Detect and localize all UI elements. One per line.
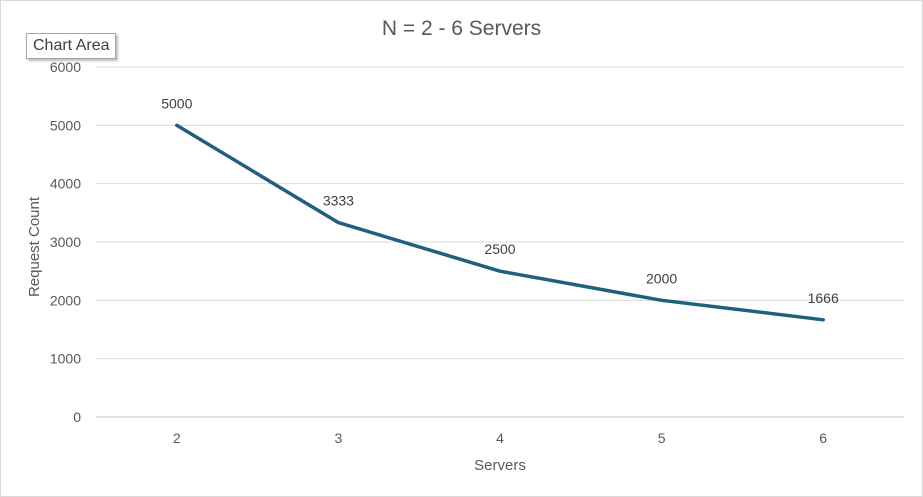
y-tick-label: 3000 <box>50 234 81 250</box>
data-label: 2500 <box>484 241 515 257</box>
y-tick-label: 0 <box>73 409 81 425</box>
y-tick-label: 6000 <box>50 59 81 75</box>
data-label: 1666 <box>808 290 839 306</box>
y-tick-label: 2000 <box>50 292 81 308</box>
data-label: 3333 <box>323 193 354 209</box>
y-tick-label: 5000 <box>50 117 81 133</box>
x-tick-label: 5 <box>658 430 666 446</box>
x-tick-label: 4 <box>496 430 504 446</box>
gridlines <box>96 66 904 418</box>
x-tick-label: 6 <box>819 430 827 446</box>
y-tick-label: 4000 <box>50 176 81 192</box>
chart-area-tooltip: Chart Area <box>26 33 117 59</box>
data-label: 2000 <box>646 270 677 286</box>
series-line[interactable] <box>175 123 825 322</box>
x-axis-title: Servers <box>474 457 526 474</box>
y-tick-label: 1000 <box>50 351 81 367</box>
chart-title: N = 2 - 6 Servers <box>381 17 542 40</box>
x-tick-label: 3 <box>335 430 343 446</box>
data-label: 5000 <box>161 95 192 111</box>
x-axis-tick-labels: 2 3 4 5 6 <box>173 430 827 446</box>
x-tick-label: 2 <box>173 430 181 446</box>
data-labels: 5000 3333 2500 2000 1666 <box>161 95 839 305</box>
y-axis-tick-labels: 0 1000 2000 3000 4000 5000 6000 <box>50 59 81 425</box>
y-axis-title: Request Count <box>26 196 43 297</box>
